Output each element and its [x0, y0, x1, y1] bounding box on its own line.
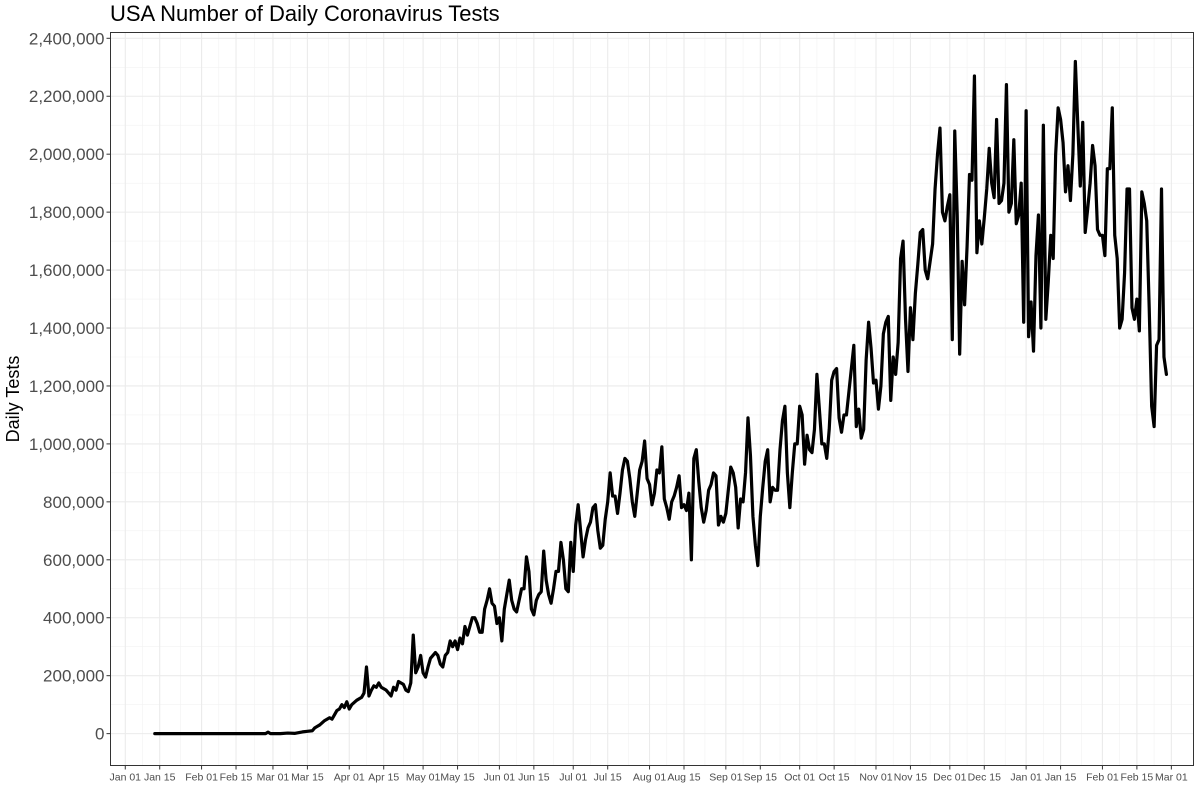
y-tick-label: 200,000 [43, 667, 104, 686]
x-tick-label: Jul 01 [559, 772, 587, 784]
daily-tests-line [153, 59, 1169, 736]
y-tick-label: 400,000 [43, 609, 104, 628]
x-tick-label: Aug 01 [633, 772, 666, 784]
x-tick-label: Feb 15 [1121, 772, 1154, 784]
grid-lines [110, 32, 1194, 766]
chart-title: USA Number of Daily Coronavirus Tests [110, 1, 500, 26]
x-tick-label: Feb 01 [185, 772, 218, 784]
y-tick-label: 1,800,000 [29, 203, 105, 222]
y-tick-label: 600,000 [43, 551, 104, 570]
y-tick-label: 1,000,000 [29, 435, 105, 454]
x-tick-label: Nov 15 [894, 772, 927, 784]
x-tick-label: Jan 15 [1045, 772, 1077, 784]
x-tick-label: Dec 01 [933, 772, 966, 784]
x-tick-label: Mar 01 [257, 772, 290, 784]
x-tick-label: Feb 01 [1086, 772, 1119, 784]
x-tick-label: Jun 01 [484, 772, 516, 784]
x-tick-label: Dec 15 [968, 772, 1001, 784]
x-tick-label: Aug 15 [667, 772, 700, 784]
y-tick-label: 1,600,000 [29, 261, 105, 280]
plot-border [110, 32, 1194, 766]
x-tick-label: Oct 15 [819, 772, 850, 784]
axes: Jan 01 Jan 15 Feb 01 Feb 15 Mar 01 Mar 15 Apr … [29, 29, 1188, 783]
x-tick-label: Mar 15 [291, 772, 324, 784]
y-axis-title: Daily Tests [3, 356, 23, 443]
x-tick-label: Jul 15 [594, 772, 622, 784]
y-tick-label: 2,200,000 [29, 87, 105, 106]
x-tick-label: Oct 01 [784, 772, 815, 784]
x-tick-label: Jan 15 [144, 772, 176, 784]
x-tick-label: Jan 01 [1010, 772, 1042, 784]
x-tick-label: Sep 01 [709, 772, 742, 784]
x-tick-label: Nov 01 [859, 772, 892, 784]
x-tick-label: May 15 [440, 772, 475, 784]
x-tick-label: Feb 15 [220, 772, 253, 784]
y-tick-label: 2,400,000 [29, 29, 105, 48]
x-tick-label: May 01 [406, 772, 441, 784]
x-tick-label: Sep 15 [744, 772, 777, 784]
y-tick-label: 0 [95, 725, 104, 744]
y-tick-label: 1,200,000 [29, 377, 105, 396]
y-tick-label: 1,400,000 [29, 319, 105, 338]
x-tick-label: Jan 01 [110, 772, 142, 784]
x-tick-label: Jun 15 [518, 772, 550, 784]
x-tick-label: Apr 15 [368, 772, 399, 784]
x-tick-label: Mar 01 [1155, 772, 1188, 784]
x-tick-label: Apr 01 [334, 772, 365, 784]
y-tick-label: 2,000,000 [29, 145, 105, 164]
y-tick-label: 800,000 [43, 493, 104, 512]
